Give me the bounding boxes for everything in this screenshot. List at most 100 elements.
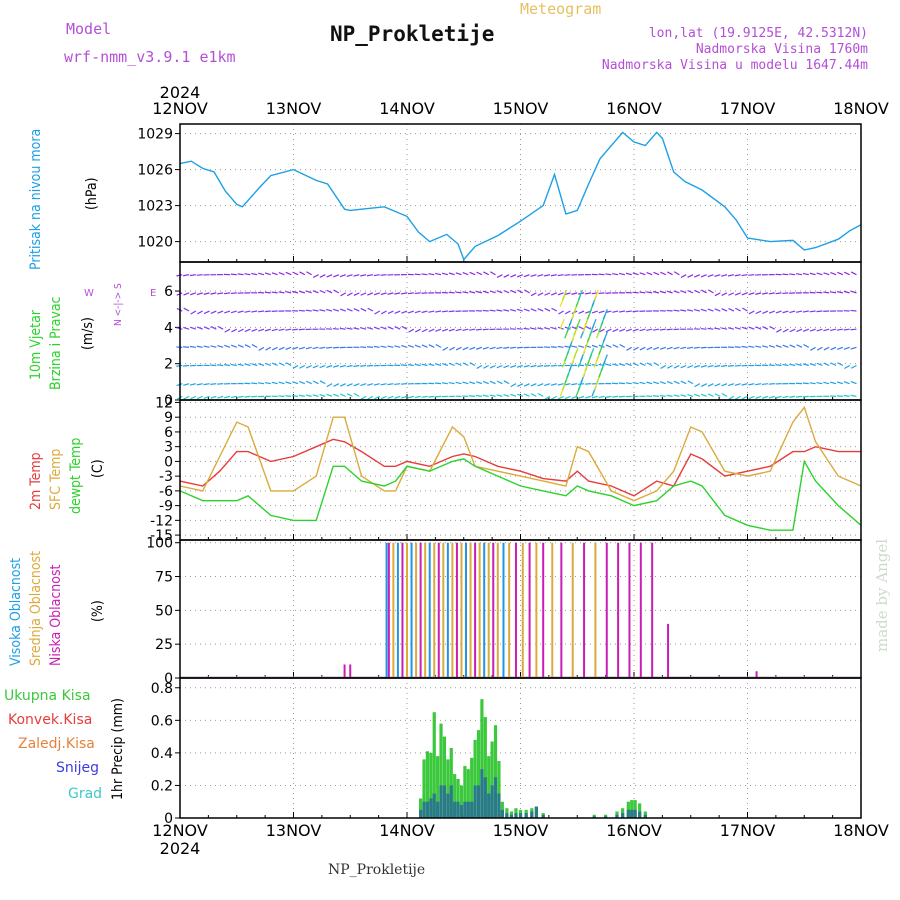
wind-arrow [421, 344, 428, 348]
wind-arrow [394, 395, 401, 399]
precip-bar-total [422, 759, 426, 818]
wind-arrow [782, 344, 789, 348]
precip-bar-snow [604, 816, 608, 818]
footer-station: NP_Prokletije [328, 862, 426, 878]
wind-arrow [462, 272, 469, 276]
wind-arrow [632, 310, 639, 313]
wind-arrow [367, 292, 374, 296]
wind-arrow [602, 331, 608, 343]
wind-arrow [360, 274, 367, 277]
wind-arrow [694, 274, 701, 278]
wind-arrow [407, 395, 414, 399]
wind-arrow [530, 393, 537, 397]
wind-arrow [305, 346, 312, 350]
wind-arrow [823, 272, 830, 276]
wind-arrow [734, 364, 741, 367]
x-tick-label-bottom: 14NOV [379, 821, 435, 840]
wind-arrow [741, 395, 748, 400]
wind-arrow [721, 292, 728, 297]
y-tick-label: 6 [164, 425, 173, 441]
wind-arrow [509, 346, 517, 349]
wind-arrow [196, 395, 203, 400]
wind-arrow [693, 346, 700, 349]
coords-text: lon,lat (19.9125E, 42.5312N) [648, 26, 868, 41]
precip-bar-snow [487, 793, 491, 818]
precip-bar-snow [497, 793, 501, 818]
wind-arrow [312, 274, 319, 279]
wind-arrow [660, 271, 667, 276]
wind-arrow [367, 307, 374, 312]
wind-arrow [836, 291, 843, 294]
wind-arrow [230, 273, 237, 276]
wind-arrow [523, 308, 530, 312]
wind-arrow [639, 362, 646, 367]
precip-bar-total [439, 723, 443, 818]
wind-arrow [510, 289, 517, 294]
wind-arrow [285, 395, 292, 397]
wind-arrow [612, 363, 619, 367]
wind-arrow [183, 274, 190, 277]
wind-arrow [251, 328, 258, 332]
wind-arrow [666, 364, 673, 369]
wind-arrow [652, 395, 660, 397]
wind-arrow [326, 308, 333, 312]
wind-arrow [421, 273, 428, 276]
wind-arrow [789, 363, 796, 367]
wind-arrow [625, 328, 632, 332]
precip-bar-total [425, 751, 430, 818]
wind-arrow [483, 364, 489, 369]
wind-arrow [285, 271, 292, 276]
wind-arrow [830, 291, 837, 294]
wind-arrow [332, 364, 340, 368]
wind-arrow [673, 346, 680, 350]
model-name: wrf-nmm_v3.9.1 e1km [64, 48, 236, 66]
wind-arrow [592, 328, 598, 333]
wind-arrow [496, 290, 503, 294]
wind-arrow [230, 292, 237, 295]
wind-arrow [292, 290, 299, 294]
wind-arrow [625, 362, 632, 367]
wind-arrow [612, 395, 619, 398]
wind-arrow [850, 394, 857, 397]
wind-arrow [244, 328, 251, 333]
precip-bar-total [456, 778, 460, 818]
compass-e: E [150, 288, 157, 299]
wind-arrow [598, 292, 605, 295]
wind-arrow [353, 274, 360, 277]
wind-arrow [271, 291, 278, 294]
wind-arrow [680, 380, 687, 385]
wind-arrow [775, 395, 782, 399]
y-tick-label: 100 [146, 536, 173, 552]
precip-bar-snow [432, 793, 436, 818]
wind-arrow [564, 310, 571, 315]
wind-arrow [475, 290, 483, 294]
wind-arrow [257, 310, 265, 313]
wind-arrow [224, 344, 231, 348]
wind-arrow [278, 362, 285, 367]
wind-arrow [326, 364, 333, 368]
wind-arrow [441, 382, 448, 385]
wind-arrow [735, 395, 741, 400]
precip-bar-snow [592, 816, 596, 818]
wind-arrow [366, 346, 374, 348]
wind-arrow [802, 363, 809, 367]
wind-arrow [652, 291, 660, 294]
wind-arrow [652, 328, 660, 331]
wind-arrow [217, 325, 224, 330]
wind-arrow [339, 393, 346, 397]
wind-arrow [741, 292, 748, 296]
wind-arrow [734, 326, 741, 330]
wind-arrow [564, 274, 571, 276]
wind-arrow [537, 308, 544, 312]
wind-arrow [374, 395, 381, 400]
wind-arrow [768, 292, 775, 295]
wind-arrow [693, 364, 701, 368]
wind-arrow [735, 307, 741, 312]
wind-arrow [496, 394, 503, 397]
wind-arrow [666, 346, 673, 350]
wind-arrow [810, 346, 816, 351]
wind-arrow [373, 326, 380, 330]
precip-bar-total [493, 725, 498, 818]
wind-arrow [830, 272, 837, 276]
